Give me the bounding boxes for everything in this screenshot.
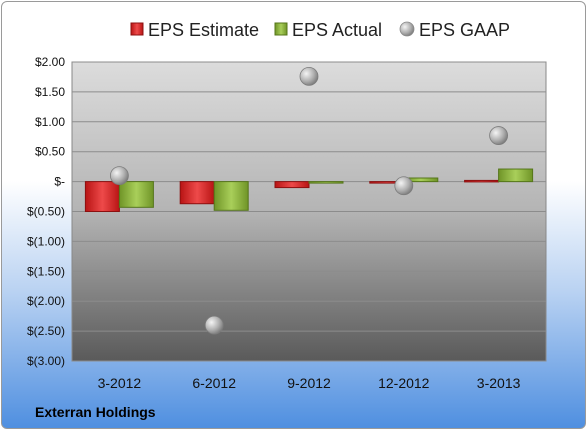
legend-label-estimate: EPS Estimate — [148, 20, 259, 40]
bar-eps-estimate — [464, 179, 500, 183]
gaap-points — [110, 66, 509, 335]
point-eps-gaap — [394, 176, 414, 196]
bar-eps-estimate — [274, 181, 310, 189]
point-eps-gaap — [489, 126, 509, 145]
y-tick-label: $- — [54, 175, 65, 189]
y-tick-label: $(1.00) — [27, 234, 65, 248]
x-tick-label: 3-2013 — [477, 375, 521, 391]
legend-marker-gaap — [399, 21, 415, 37]
legend: EPS Estimate EPS Actual EPS GAAP — [130, 20, 510, 40]
bar-eps-estimate — [179, 181, 215, 205]
legend-item-actual: EPS Actual — [274, 20, 382, 40]
bar-eps-actual — [308, 181, 344, 184]
bar-eps-estimate — [84, 181, 120, 213]
x-tick-label: 3-2012 — [98, 375, 142, 391]
y-axis: $2.00 $1.50 $1.00 $0.50 $- $(0.50) $(1.00) $(1.… — [27, 55, 65, 368]
gridlines — [72, 61, 546, 362]
point-eps-gaap — [299, 66, 319, 86]
y-tick-label: $(1.50) — [27, 264, 65, 278]
legend-label-actual: EPS Actual — [292, 20, 382, 40]
bar-eps-actual — [498, 168, 534, 183]
point-eps-gaap — [204, 315, 224, 335]
y-tick-label: $(2.50) — [27, 324, 65, 338]
legend-label-gaap: EPS GAAP — [419, 20, 510, 40]
bar-eps-actual — [118, 181, 154, 208]
y-tick-label: $(3.00) — [27, 354, 65, 368]
y-tick-label: $2.00 — [35, 55, 65, 69]
y-tick-label: $(0.50) — [27, 205, 65, 219]
x-axis: 3-2012 6-2012 9-2012 12-2012 3-2013 — [98, 375, 521, 391]
point-eps-gaap — [110, 166, 129, 186]
x-tick-label: 6-2012 — [192, 375, 236, 391]
y-tick-label: $1.50 — [35, 85, 65, 99]
legend-swatch-estimate — [130, 22, 144, 36]
company-name: Exterran Holdings — [35, 404, 156, 420]
x-tick-label: 12-2012 — [378, 375, 430, 391]
bar-eps-actual — [213, 181, 249, 211]
legend-item-gaap: EPS GAAP — [399, 20, 510, 40]
bars — [84, 168, 534, 213]
legend-swatch-actual — [274, 22, 288, 36]
y-tick-label: $0.50 — [35, 145, 65, 159]
y-tick-label: $1.00 — [35, 115, 65, 129]
y-tick-label: $(2.00) — [27, 294, 65, 308]
legend-item-estimate: EPS Estimate — [130, 20, 259, 40]
x-tick-label: 9-2012 — [287, 375, 331, 391]
